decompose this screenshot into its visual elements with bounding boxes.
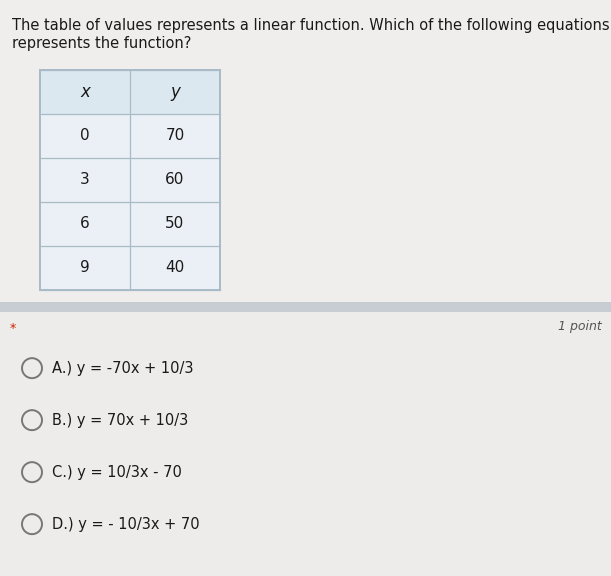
Text: *: * [10,322,16,335]
Text: B.) y = 70x + 10/3: B.) y = 70x + 10/3 [52,412,188,427]
Text: represents the function?: represents the function? [12,36,191,51]
Text: 6: 6 [80,217,90,232]
Text: A.) y = -70x + 10/3: A.) y = -70x + 10/3 [52,361,194,376]
Text: 9: 9 [80,260,90,275]
Text: The table of values represents a linear function. Which of the following equatio: The table of values represents a linear … [12,18,610,33]
Text: y: y [170,83,180,101]
Bar [0,308,611,576]
Text: C.) y = 10/3x - 70: C.) y = 10/3x - 70 [52,465,182,480]
Bar [0,302,611,312]
Text: 3: 3 [80,172,90,188]
Text: 0: 0 [80,128,90,143]
Text: 60: 60 [166,172,185,188]
Bar [0,0,611,308]
Text: 70: 70 [166,128,185,143]
Text: x: x [80,83,90,101]
Text: 1 point: 1 point [558,320,602,333]
Text: 40: 40 [166,260,185,275]
Bar [40,70,220,290]
Text: D.) y = - 10/3x + 70: D.) y = - 10/3x + 70 [52,517,200,532]
Bar [40,70,220,290]
Text: 50: 50 [166,217,185,232]
Bar [40,70,220,114]
